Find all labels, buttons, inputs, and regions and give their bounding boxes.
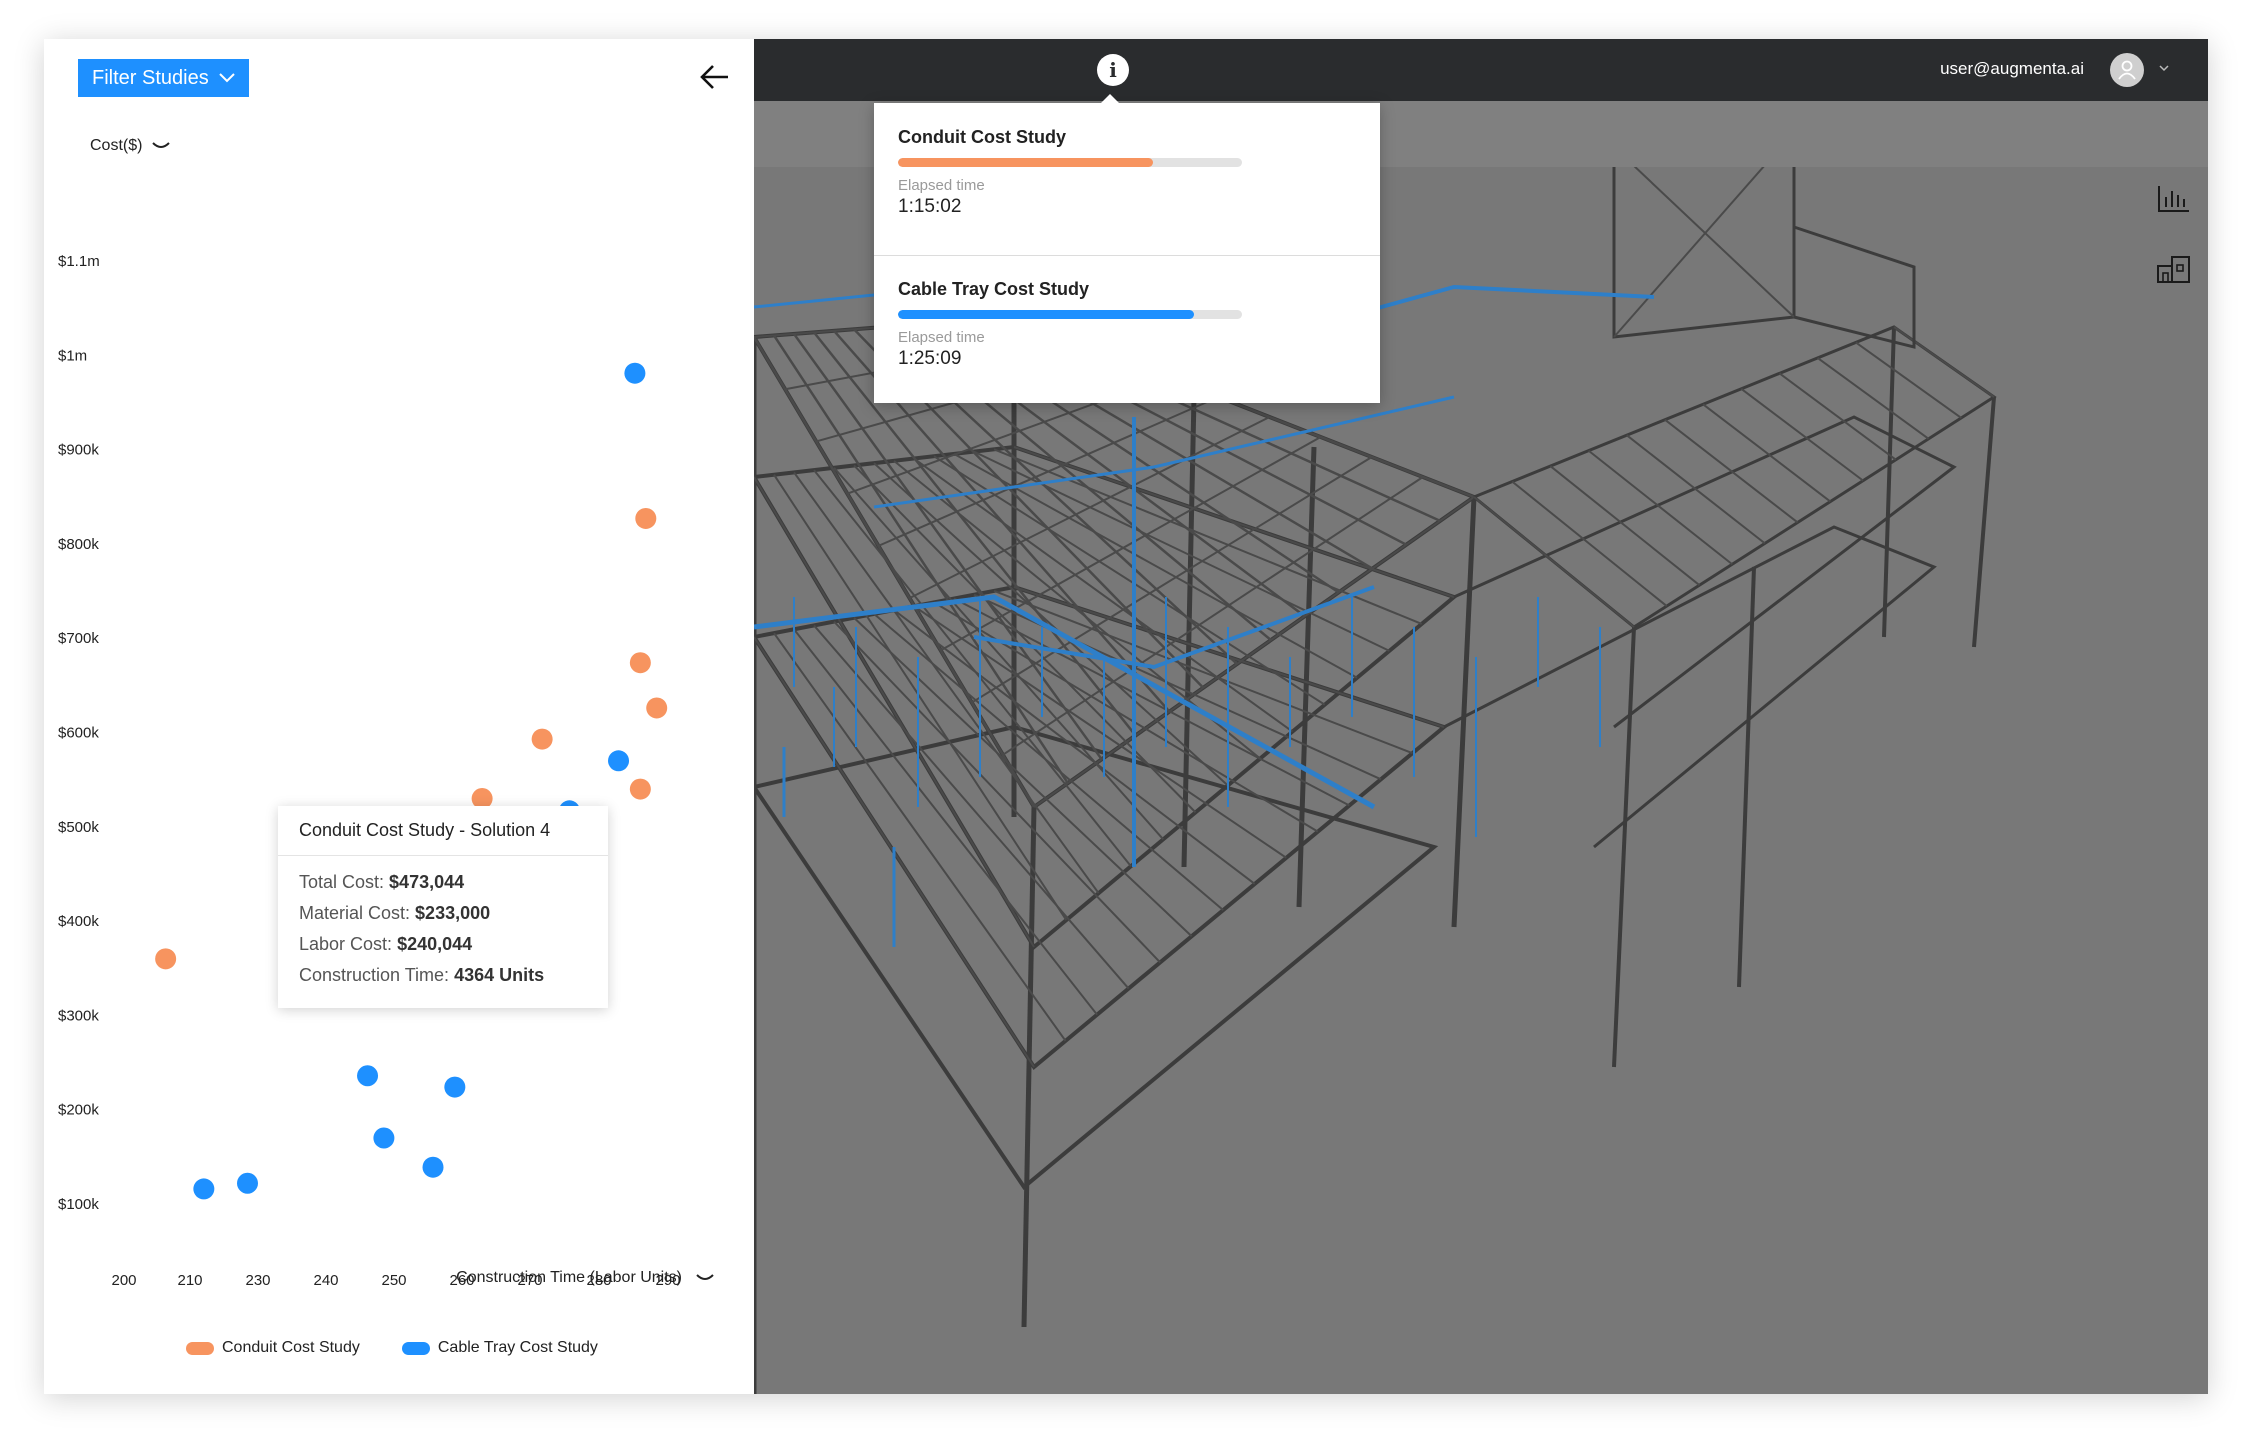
tooltip-row-label: Material Cost: (299, 903, 416, 923)
point-tooltip: Conduit Cost Study - Solution 4 Total Co… (278, 806, 608, 1008)
x-tick-label: 210 (177, 1272, 202, 1289)
y-tick-label: $400k (58, 913, 99, 930)
tooltip-row-value: 4364 Units (454, 965, 545, 985)
back-arrow-icon[interactable] (694, 57, 734, 97)
tooltip-row-value: $473,044 (389, 872, 465, 892)
model-viewer: i user@augmenta.ai (754, 39, 2208, 1394)
tooltip-row-label: Total Cost: (299, 872, 390, 892)
y-tick-label: $1m (58, 347, 87, 364)
y-axis-selector-label: Cost($) (90, 137, 143, 154)
x-tick-label: 240 (313, 1272, 338, 1289)
bar-chart-icon[interactable] (2156, 183, 2192, 215)
study-progress-fill (898, 158, 1153, 167)
study-status-popup: Conduit Cost Study Elapsed time 1:15:02 … (874, 94, 1380, 403)
user-email[interactable]: user@augmenta.ai (1940, 59, 2084, 78)
x-tick-label: 260 (449, 1272, 474, 1289)
data-point[interactable] (471, 788, 493, 810)
y-tick-label: $600k (58, 725, 99, 742)
x-tick-label: 270 (517, 1272, 542, 1289)
data-point[interactable] (646, 697, 668, 719)
3d-model-wireframe[interactable] (754, 167, 2208, 1394)
y-tick-label: $900k (58, 442, 99, 459)
chart-legend: Conduit Cost Study Cable Tray Cost Study (186, 1339, 598, 1357)
x-axis-selector-label: Construction Time (Labor Units) (456, 1269, 682, 1286)
x-tick-label: 250 (381, 1272, 406, 1289)
y-tick-label: $100k (58, 1196, 99, 1213)
legend-item-conduit[interactable]: Conduit Cost Study (186, 1339, 360, 1357)
x-axis-selector[interactable]: Construction Time (Labor Units) (456, 1269, 714, 1287)
x-tick-label: 230 (245, 1272, 270, 1289)
legend-swatch (401, 1341, 430, 1355)
study-progress-bar (898, 158, 1242, 167)
tooltip-construction-time: Construction Time: 4364 Units (299, 965, 587, 986)
tooltip-row-label: Construction Time: (299, 965, 455, 985)
filter-studies-button[interactable]: Filter Studies (78, 59, 249, 97)
data-point[interactable] (357, 1065, 379, 1087)
study-status-conduit: Conduit Cost Study Elapsed time 1:15:02 (898, 127, 1368, 218)
chart-panel: Filter Studies Cost($) $1.1m $1m $900k $800… (44, 39, 754, 1394)
top-bar: i user@augmenta.ai (754, 39, 2208, 101)
avatar[interactable] (2110, 53, 2144, 87)
elapsed-label: Elapsed time (898, 329, 985, 346)
tooltip-title: Conduit Cost Study - Solution 4 (278, 806, 608, 856)
tooltip-row-label: Labor Cost: (299, 934, 398, 954)
info-icon: i (1109, 58, 1117, 82)
wireframe-structure (754, 167, 1997, 1394)
data-point[interactable] (422, 1156, 444, 1178)
user-icon (2118, 60, 2136, 80)
legend-swatch (186, 1341, 214, 1355)
chevron-down-icon (152, 142, 171, 148)
data-point[interactable] (373, 1127, 395, 1149)
scatter-chart: $1.1m $1m $900k $800k $700k $600k $500k $400k $3… (58, 253, 681, 1289)
tooltip-row-value: $233,000 (415, 903, 491, 923)
y-axis-selector[interactable]: Cost($) (90, 137, 171, 155)
app-window: Filter Studies Cost($) $1.1m $1m $900k $800… (44, 39, 2208, 1394)
y-tick-label: $300k (58, 1007, 99, 1024)
data-point[interactable] (635, 507, 657, 529)
study-name: Cable Tray Cost Study (898, 279, 1090, 299)
x-tick-label: 290 (655, 1272, 680, 1289)
x-tick-label: 200 (111, 1272, 136, 1289)
building-icon[interactable] (2156, 253, 2192, 285)
tooltip-material-cost: Material Cost: $233,000 (299, 903, 587, 924)
divider (874, 255, 1380, 256)
y-tick-label: $200k (58, 1102, 99, 1119)
tooltip-labor-cost: Labor Cost: $240,044 (299, 934, 587, 955)
data-point[interactable] (624, 362, 646, 384)
y-tick-label: $700k (58, 630, 99, 647)
tooltip-row-value: $240,044 (397, 934, 473, 954)
study-name: Conduit Cost Study (898, 127, 1066, 147)
study-progress-fill (898, 310, 1194, 319)
x-tick-label: 280 (586, 1272, 611, 1289)
data-point[interactable] (629, 778, 651, 800)
data-point[interactable] (155, 948, 177, 970)
y-tick-label: $1.1m (58, 253, 100, 270)
legend-label: Conduit Cost Study (222, 1339, 360, 1356)
elapsed-label: Elapsed time (898, 177, 985, 194)
data-point[interactable] (629, 652, 651, 674)
legend-label: Cable Tray Cost Study (437, 1339, 598, 1356)
data-point[interactable] (531, 728, 553, 750)
chevron-down-icon (696, 1274, 714, 1280)
filter-studies-label: Filter Studies (92, 66, 209, 89)
y-tick-label: $500k (58, 819, 99, 836)
data-point[interactable] (444, 1076, 466, 1098)
data-point[interactable] (608, 750, 630, 772)
chevron-down-icon[interactable] (2158, 62, 2170, 74)
data-point[interactable] (193, 1178, 215, 1200)
elapsed-time: 1:25:09 (898, 348, 962, 369)
elapsed-time: 1:15:02 (898, 196, 962, 217)
study-status-cable-tray: Cable Tray Cost Study Elapsed time 1:25:… (898, 279, 1368, 370)
tooltip-total-cost: Total Cost: $473,044 (299, 872, 587, 893)
study-progress-bar (898, 310, 1242, 319)
chevron-down-icon (219, 73, 235, 83)
y-tick-label: $800k (58, 536, 99, 553)
legend-item-cable-tray[interactable]: Cable Tray Cost Study (401, 1339, 598, 1357)
data-point[interactable] (236, 1172, 258, 1194)
popup-pointer (1100, 94, 1120, 104)
info-button[interactable]: i (1097, 54, 1129, 86)
